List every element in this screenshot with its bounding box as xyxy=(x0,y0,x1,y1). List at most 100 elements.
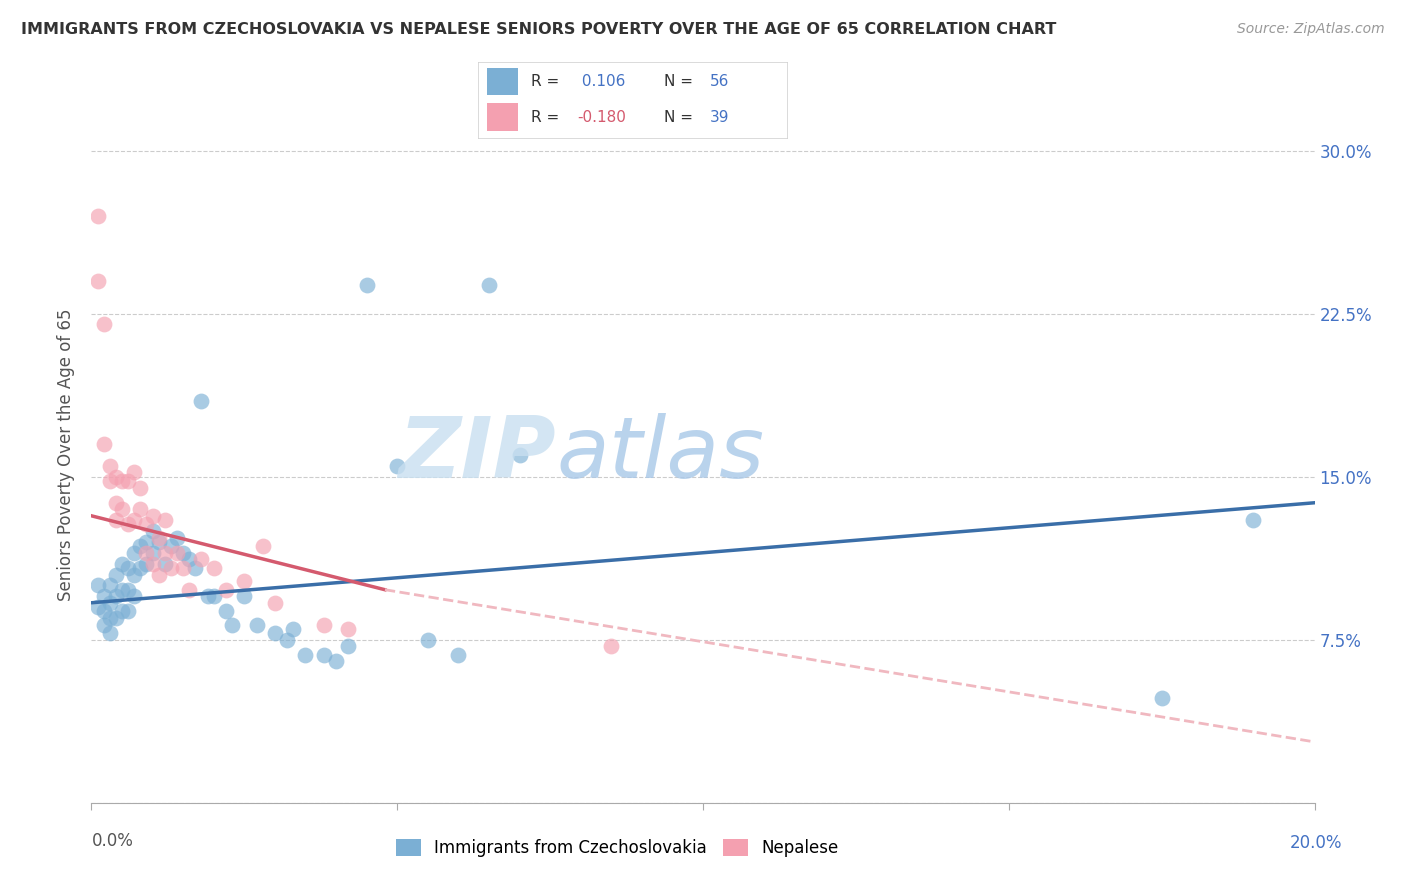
Text: R =: R = xyxy=(530,74,564,89)
Point xyxy=(215,582,238,597)
Text: 20.0%: 20.0% xyxy=(1291,834,1343,852)
Point xyxy=(104,496,127,510)
Point xyxy=(111,474,134,488)
Point xyxy=(509,448,531,462)
Point xyxy=(197,589,219,603)
Point xyxy=(600,639,623,653)
Point xyxy=(135,557,157,571)
Point xyxy=(98,611,121,625)
Point xyxy=(129,539,152,553)
Point xyxy=(86,600,108,615)
Text: atlas: atlas xyxy=(557,413,765,497)
Point xyxy=(245,617,267,632)
Point xyxy=(416,632,439,647)
Point xyxy=(179,552,201,566)
Point xyxy=(385,458,409,473)
Point xyxy=(86,274,108,288)
Point xyxy=(283,622,305,636)
Text: N =: N = xyxy=(664,110,697,125)
Point xyxy=(325,655,347,669)
Point xyxy=(337,639,360,653)
Text: ZIP: ZIP xyxy=(398,413,557,497)
Point xyxy=(93,589,115,603)
Point xyxy=(221,617,243,632)
Point xyxy=(233,574,256,588)
Point xyxy=(93,617,115,632)
Point xyxy=(447,648,470,662)
Point xyxy=(141,557,163,571)
Point xyxy=(356,278,378,293)
Point xyxy=(190,393,212,408)
Point xyxy=(202,561,225,575)
Point xyxy=(117,517,139,532)
Point xyxy=(111,582,134,597)
Text: R =: R = xyxy=(530,110,564,125)
Point xyxy=(215,605,238,619)
Point xyxy=(117,582,139,597)
Point xyxy=(172,546,194,560)
Point xyxy=(153,546,176,560)
Point xyxy=(1243,513,1265,527)
Point xyxy=(190,552,212,566)
Point xyxy=(111,502,134,516)
Point xyxy=(312,648,335,662)
Point xyxy=(86,209,108,223)
Point xyxy=(104,589,127,603)
Point xyxy=(148,535,170,549)
Point xyxy=(153,513,176,527)
Point xyxy=(104,469,127,483)
Text: 39: 39 xyxy=(710,110,730,125)
Point xyxy=(98,458,121,473)
Point xyxy=(122,513,145,527)
Point xyxy=(129,502,152,516)
Text: 0.106: 0.106 xyxy=(576,74,626,89)
Point xyxy=(312,617,335,632)
Point xyxy=(117,561,139,575)
Point xyxy=(252,539,274,553)
Point xyxy=(98,578,121,592)
Point xyxy=(153,557,176,571)
Point xyxy=(141,524,163,538)
Point xyxy=(93,437,115,451)
Text: IMMIGRANTS FROM CZECHOSLOVAKIA VS NEPALESE SENIORS POVERTY OVER THE AGE OF 65 CO: IMMIGRANTS FROM CZECHOSLOVAKIA VS NEPALE… xyxy=(21,22,1056,37)
Point xyxy=(202,589,225,603)
Bar xyxy=(488,68,519,95)
Point xyxy=(122,567,145,582)
Point xyxy=(141,546,163,560)
Point xyxy=(98,596,121,610)
Point xyxy=(93,318,115,332)
Point xyxy=(135,535,157,549)
Point xyxy=(160,561,183,575)
Point xyxy=(264,626,287,640)
Point xyxy=(184,561,207,575)
Text: -0.180: -0.180 xyxy=(576,110,626,125)
Text: N =: N = xyxy=(664,74,697,89)
Point xyxy=(1150,691,1173,706)
Point xyxy=(104,567,127,582)
Point xyxy=(478,278,501,293)
Point xyxy=(135,546,157,560)
Text: 56: 56 xyxy=(710,74,730,89)
Point xyxy=(172,561,194,575)
Point xyxy=(148,531,170,545)
Y-axis label: Seniors Poverty Over the Age of 65: Seniors Poverty Over the Age of 65 xyxy=(58,309,76,601)
Point xyxy=(104,611,127,625)
Point xyxy=(294,648,316,662)
Point xyxy=(129,481,152,495)
Legend: Immigrants from Czechoslovakia, Nepalese: Immigrants from Czechoslovakia, Nepalese xyxy=(389,832,845,864)
Point xyxy=(233,589,256,603)
Point xyxy=(148,567,170,582)
Point xyxy=(129,561,152,575)
Point xyxy=(111,605,134,619)
Point xyxy=(93,605,115,619)
Point xyxy=(117,605,139,619)
Point xyxy=(141,508,163,523)
Point xyxy=(122,466,145,480)
Text: Source: ZipAtlas.com: Source: ZipAtlas.com xyxy=(1237,22,1385,37)
Point xyxy=(160,539,183,553)
Point xyxy=(276,632,298,647)
Point xyxy=(117,474,139,488)
Point xyxy=(98,626,121,640)
Text: 0.0%: 0.0% xyxy=(91,832,134,850)
Point xyxy=(122,589,145,603)
